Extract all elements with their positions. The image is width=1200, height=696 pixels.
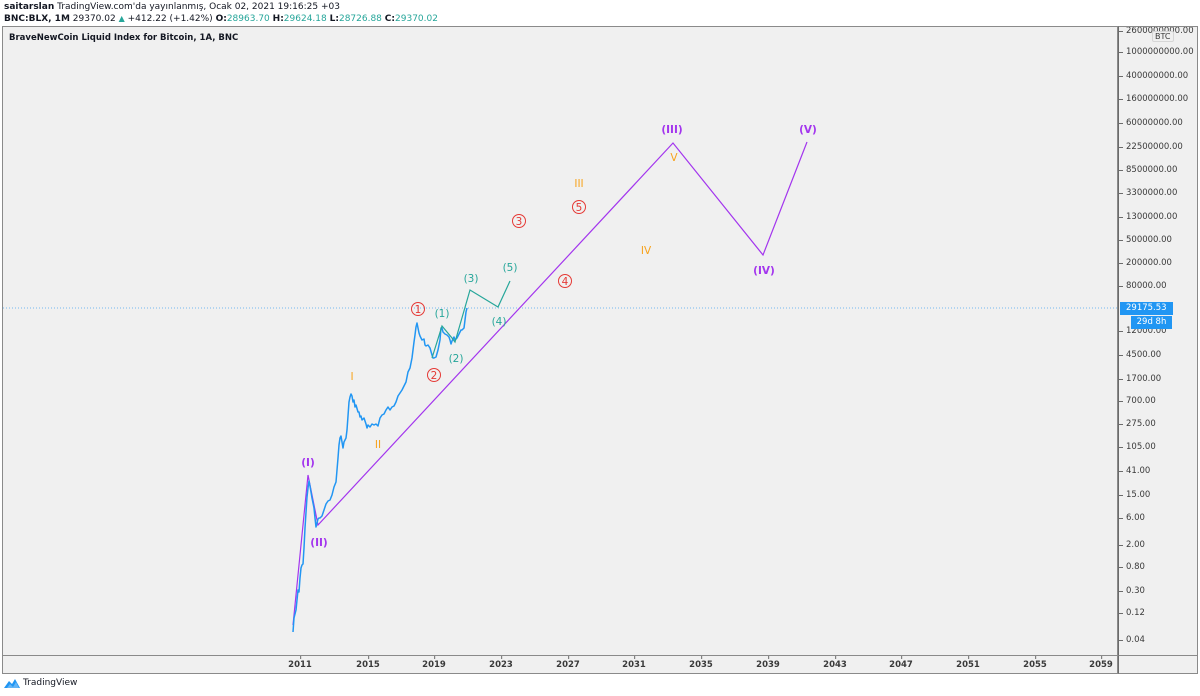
symbol-label: BNC:BLX, 1M — [4, 14, 70, 24]
chart-pane[interactable]: BraveNewCoin Liquid Index for Bitcoin, 1… — [2, 26, 1118, 656]
currency-badge: BTC — [1152, 31, 1174, 42]
time-axis[interactable]: 2011 2015 2019 2023 2027 2031 2035 2039 … — [2, 656, 1118, 674]
y-tick: 6.00 — [1119, 513, 1145, 523]
high-label: H: — [272, 14, 284, 24]
x-tick: 2051 — [956, 656, 980, 670]
y-tick: 60000000.00 — [1119, 118, 1183, 128]
publish-info: saitarslan TradingView.com'da yayınlanmı… — [4, 2, 340, 13]
y-tick: 700.00 — [1119, 396, 1156, 406]
chart-title: BraveNewCoin Liquid Index for Bitcoin, 1… — [9, 33, 239, 43]
y-tick: 0.04 — [1119, 635, 1145, 645]
last-price: 29370.02 — [72, 14, 116, 24]
symbol-info: BNC:BLX, 1M 29370.02 ▲ +412.22 (+1.42%) … — [4, 13, 438, 25]
low-value: 28726.88 — [338, 14, 382, 24]
y-tick: 105.00 — [1119, 442, 1156, 452]
open-label: O: — [215, 14, 227, 24]
open-value: 28963.70 — [226, 14, 270, 24]
tradingview-brand: TradingView — [23, 678, 78, 688]
y-tick: 275.00 — [1119, 419, 1156, 429]
y-tick: 3300000.00 — [1119, 188, 1178, 198]
x-tick: 2059 — [1089, 656, 1113, 670]
high-value: 29624.18 — [283, 14, 327, 24]
close-label: C: — [384, 14, 396, 24]
y-tick: 41.00 — [1119, 466, 1151, 476]
y-tick: 200000.00 — [1119, 258, 1172, 268]
y-tick: 15.00 — [1119, 490, 1151, 500]
last-price-label: 29175.53 — [1120, 302, 1173, 315]
y-tick: 8500000.00 — [1119, 165, 1178, 175]
bar-countdown-label: 29d 8h — [1131, 316, 1172, 329]
x-tick: 2031 — [622, 656, 646, 670]
y-tick: 1300000.00 — [1119, 212, 1178, 222]
publish-date: TradingView.com'da yayınlanmış, Ocak 02,… — [57, 2, 340, 12]
close-value: 29370.02 — [395, 14, 438, 24]
y-tick: 22500000.00 — [1119, 142, 1183, 152]
x-tick: 2055 — [1023, 656, 1047, 670]
y-tick: 160000000.00 — [1119, 94, 1189, 104]
x-tick: 2019 — [422, 656, 446, 670]
y-tick: 0.80 — [1119, 562, 1145, 572]
price-axis[interactable]: 2600000000.00 BTC 1000000000.00 40000000… — [1118, 26, 1198, 656]
x-tick: 2011 — [288, 656, 312, 670]
x-tick: 2039 — [756, 656, 780, 670]
y-tick: 400000000.00 — [1119, 71, 1189, 81]
y-tick: 4500.00 — [1119, 350, 1162, 360]
y-tick: 0.12 — [1119, 608, 1145, 618]
x-tick: 2047 — [889, 656, 913, 670]
y-tick: 2.00 — [1119, 540, 1145, 550]
y-tick: 0.30 — [1119, 586, 1145, 596]
x-tick: 2035 — [689, 656, 713, 670]
low-label: L: — [329, 14, 339, 24]
y-tick: 1000000000.00 — [1119, 47, 1194, 57]
author-name[interactable]: saitarslan — [4, 2, 55, 12]
x-tick: 2043 — [823, 656, 847, 670]
tradingview-footer[interactable]: TradingView — [4, 678, 77, 688]
y-tick: 12000.00 — [1119, 326, 1167, 336]
tradingview-logo-icon — [4, 679, 20, 688]
x-tick: 2015 — [356, 656, 380, 670]
y-tick: 80000.00 — [1119, 281, 1167, 291]
y-tick: 500000.00 — [1119, 235, 1172, 245]
axis-corner — [1118, 656, 1198, 674]
y-tick: 1700.00 — [1119, 374, 1162, 384]
price-change: +412.22 (+1.42%) — [127, 14, 213, 24]
x-tick: 2023 — [489, 656, 513, 670]
up-arrow-icon: ▲ — [118, 14, 125, 23]
x-tick: 2027 — [556, 656, 580, 670]
